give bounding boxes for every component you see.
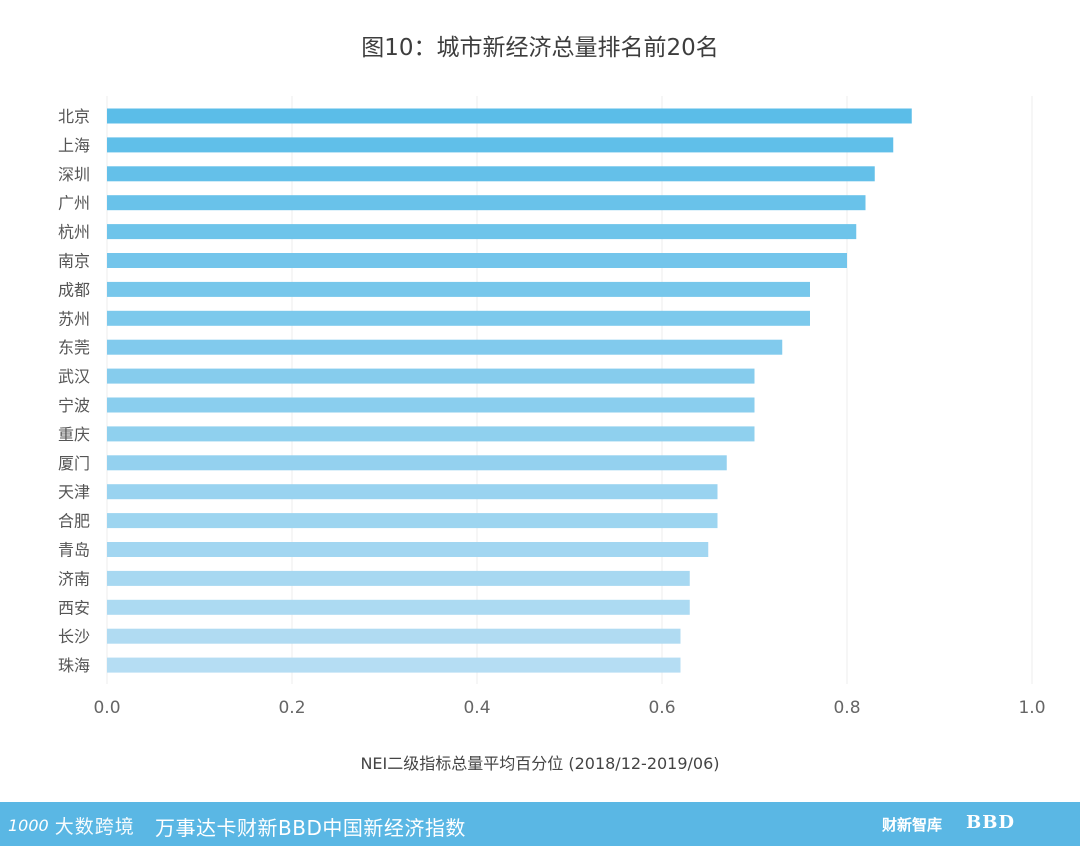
bar [107,513,718,529]
bar [107,484,718,500]
bar [107,253,847,268]
chart-title: 图10：城市新经济总量排名前20名 [361,35,719,61]
bar [107,542,709,557]
category-label: 武汉 [58,367,90,386]
brand-name: 大数跨境 [54,815,135,838]
bar [107,339,783,355]
x-tick-labels: 0.0 0.2 0.4 0.6 0.8 1.0 [93,698,1045,718]
category-label: 厦门 [58,454,90,473]
bar [107,455,727,471]
bar [107,310,810,326]
bar [107,628,681,644]
bar [107,108,912,124]
brand-mark: 1000 [8,815,49,835]
watermark-logo: 1000 大数跨境 [8,810,135,840]
x-axis-label: NEI二级指标总量平均百分位 (2018/12-2019/06) [360,754,720,773]
category-label: 东莞 [58,338,90,357]
category-label: 西安 [58,598,90,617]
bbd-logo: BBD [966,812,1016,833]
x-tick-label: 0.2 [278,698,305,718]
x-tick-label: 0.4 [463,698,490,718]
bar [107,368,755,384]
bar [107,224,857,240]
bar [107,570,690,586]
category-label: 珠海 [58,656,90,675]
category-label: 上海 [58,136,90,155]
category-label: 长沙 [58,627,90,646]
bar [107,426,755,442]
bar [107,397,755,413]
category-label: 苏州 [58,309,90,328]
bar [107,281,810,297]
caixin-logo: 财新智库 [882,816,943,834]
bars [107,108,912,673]
x-tick-label: 0.8 [833,698,860,718]
category-label: 重庆 [58,425,90,444]
category-label: 深圳 [58,165,90,184]
bar [107,599,690,615]
category-label: 合肥 [58,512,90,531]
category-label: 天津 [58,483,90,502]
bar [107,137,894,153]
gridlines [106,96,1033,684]
x-tick-label: 1.0 [1018,698,1045,718]
x-tick-label: 0.0 [93,698,120,718]
bar [107,166,875,182]
category-label: 成都 [58,280,90,299]
bar-chart: 北京上海深圳广州杭州南京成都苏州东莞武汉宁波重庆厦门天津合肥青岛济南西安长沙珠海… [58,96,1046,718]
category-label: 北京 [58,107,90,126]
bar [107,657,681,673]
category-label: 宁波 [58,396,90,415]
category-label: 青岛 [58,541,90,560]
footer-bar: 1000 大数跨境 万事达卡财新BBD中国新经济指数 财新智库 BBD [0,802,1080,846]
footer-title: 万事达卡财新BBD中国新经济指数 [155,816,466,840]
category-label: 杭州 [58,223,90,242]
category-label: 广州 [58,194,90,213]
category-label: 南京 [58,252,90,271]
x-tick-label: 0.6 [648,698,675,718]
category-label: 济南 [58,569,90,588]
bar [107,195,866,211]
